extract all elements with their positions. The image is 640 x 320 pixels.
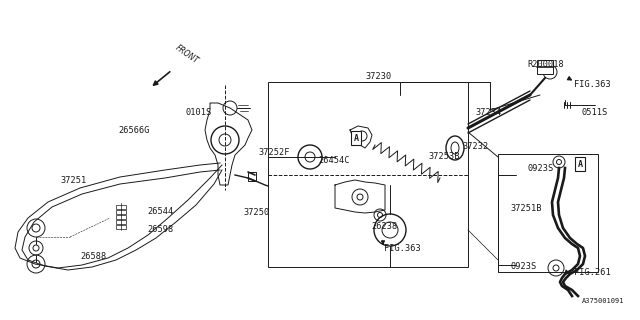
Text: 37253B: 37253B — [428, 152, 460, 161]
Text: 0101S: 0101S — [185, 108, 211, 117]
Text: FIG.363: FIG.363 — [574, 80, 611, 89]
Text: 0923S: 0923S — [528, 164, 554, 173]
Text: 37250: 37250 — [243, 208, 269, 217]
Bar — [116, 220, 126, 224]
Text: FRONT: FRONT — [174, 44, 200, 66]
Text: 37251B: 37251B — [510, 204, 541, 213]
Text: FIG.261: FIG.261 — [574, 268, 611, 277]
Text: 26238: 26238 — [371, 222, 397, 231]
Bar — [116, 210, 126, 214]
Text: A: A — [577, 159, 582, 169]
Text: 0511S: 0511S — [582, 108, 608, 117]
Text: 26598: 26598 — [147, 225, 173, 234]
Bar — [268, 82, 468, 267]
Bar — [498, 154, 598, 272]
Text: 37252F: 37252F — [258, 148, 289, 157]
Bar — [116, 205, 126, 209]
Bar — [537, 60, 553, 74]
Bar — [116, 215, 126, 219]
Text: A375001091: A375001091 — [582, 298, 625, 304]
Text: 37232: 37232 — [462, 142, 488, 151]
Text: 26588: 26588 — [80, 252, 106, 261]
Text: 37234: 37234 — [475, 108, 501, 117]
Text: 0923S: 0923S — [510, 262, 536, 271]
Circle shape — [543, 65, 557, 79]
Text: 26544: 26544 — [147, 207, 173, 216]
Text: 37230: 37230 — [365, 72, 391, 81]
Text: 26454C: 26454C — [318, 156, 349, 165]
Bar — [248, 172, 256, 181]
Bar — [116, 225, 126, 229]
Text: A: A — [353, 133, 358, 142]
Text: 37251: 37251 — [60, 176, 86, 185]
Text: 26566G: 26566G — [118, 126, 150, 135]
Text: R200018: R200018 — [527, 60, 564, 69]
Text: FIG.363: FIG.363 — [384, 244, 420, 253]
